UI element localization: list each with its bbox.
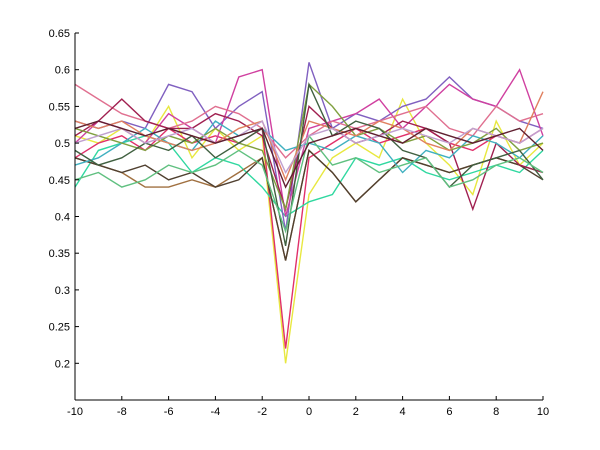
- y-tick-label: 0.55: [49, 101, 70, 113]
- y-tick-label: 0.25: [49, 322, 70, 334]
- series-line-9: [74, 98, 544, 212]
- y-tick-label: 0.65: [49, 28, 70, 40]
- y-tick-label: 0.45: [49, 175, 70, 187]
- y-tick-label: 0.2: [55, 358, 70, 370]
- y-tick-label: 0.4: [55, 212, 70, 224]
- x-tick-label: 6: [446, 406, 452, 418]
- y-tick-label: 0.5: [55, 138, 70, 150]
- series-line-1: [74, 97, 544, 364]
- y-tick-label: 0.3: [55, 285, 70, 297]
- series-line-2: [74, 127, 544, 349]
- series-line-13: [74, 81, 544, 247]
- x-tick-label: 4: [400, 406, 406, 418]
- x-tick-label: 2: [353, 406, 359, 418]
- series-line-12: [74, 91, 544, 182]
- series-line-16: [74, 120, 544, 189]
- series-line-5: [74, 149, 544, 261]
- x-tick-label: -4: [211, 406, 221, 418]
- x-tick-label: -6: [164, 406, 174, 418]
- x-tick-label: -8: [117, 406, 127, 418]
- y-tick-label: 0.35: [49, 248, 70, 260]
- y-tick-label: 0.6: [55, 65, 70, 77]
- x-tick-label: 10: [537, 406, 549, 418]
- x-axis-ticks: -10 -8 -6 -4 -2 0 2 4 6 8 10: [67, 396, 549, 418]
- series-line-4: [74, 149, 544, 261]
- y-axis-ticks: 0.2 0.25 0.3 0.35 0.4 0.45 0.5 0.55 0.6 0.65: [49, 28, 79, 370]
- series-layer: [74, 62, 544, 364]
- series-line-6: [74, 62, 544, 232]
- x-tick-label: -2: [257, 406, 267, 418]
- series-line-11: [74, 83, 544, 212]
- x-tick-label: 0: [306, 406, 312, 418]
- series-line-3: [74, 135, 544, 218]
- series-line-15: [74, 120, 544, 174]
- x-tick-label: 8: [493, 406, 499, 418]
- x-tick-label: -10: [67, 406, 83, 418]
